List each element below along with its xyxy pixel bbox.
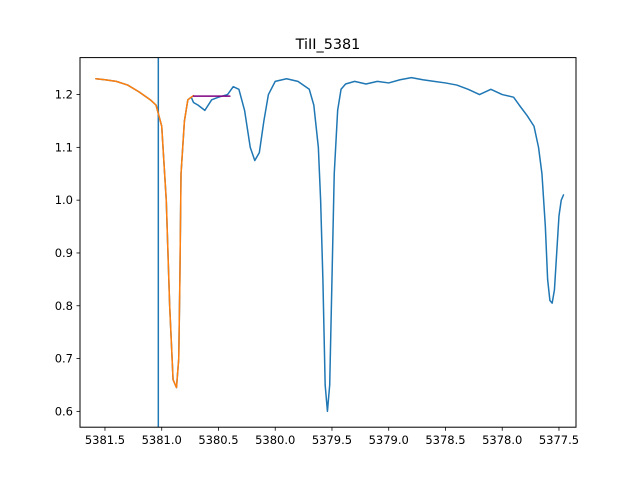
x-tick-label-5: 5379.0 bbox=[369, 433, 409, 447]
y-tick-label-4: 1.0 bbox=[55, 193, 73, 207]
y-tick-label-5: 1.1 bbox=[55, 140, 73, 154]
plot-area bbox=[95, 57, 565, 428]
y-tick-label-3: 0.9 bbox=[55, 246, 73, 260]
x-tick-label-6: 5378.5 bbox=[425, 433, 465, 447]
x-tick-label-7: 5378.0 bbox=[482, 433, 522, 447]
x-tick-label-4: 5379.5 bbox=[312, 433, 352, 447]
y-tick-label-6: 1.2 bbox=[55, 88, 73, 102]
x-tick-label-0: 5381.5 bbox=[85, 433, 125, 447]
series-group bbox=[95, 57, 565, 428]
y-axis: 0.6 0.7 0.8 0.9 1.0 1.1 1.2 bbox=[55, 88, 80, 418]
chart-title: TiII_5381 bbox=[295, 37, 361, 53]
series-line-1 bbox=[95, 77, 195, 389]
y-tick-label-1: 0.7 bbox=[55, 352, 73, 366]
y-tick-label-0: 0.6 bbox=[55, 404, 73, 418]
x-axis: 5381.5 5381.0 5380.5 5380.0 5379.5 5379.0 5378… bbox=[85, 427, 579, 447]
y-tick-label-2: 0.8 bbox=[55, 299, 73, 313]
x-tick-label-3: 5380.0 bbox=[255, 433, 295, 447]
plot-frame bbox=[79, 57, 577, 428]
x-tick-label-2: 5380.5 bbox=[198, 433, 238, 447]
x-tick-label-1: 5381.0 bbox=[142, 433, 182, 447]
x-tick-label-8: 5377.5 bbox=[539, 433, 579, 447]
